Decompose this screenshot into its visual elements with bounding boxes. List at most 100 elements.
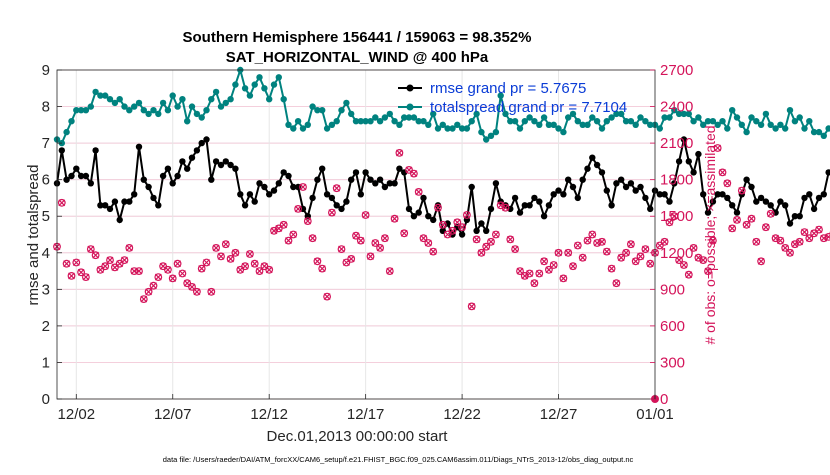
obs-possible-point xyxy=(641,245,650,254)
obs-assimilated-point xyxy=(386,267,394,275)
plot-layer xyxy=(53,66,830,403)
series-point-0 xyxy=(733,209,741,216)
obs-assimilated-point xyxy=(690,244,698,252)
obs-possible-point xyxy=(477,248,486,257)
obs-possible-point xyxy=(680,261,688,269)
obs-assimilated-point xyxy=(87,245,95,253)
obs-possible-point xyxy=(578,253,587,262)
obs-assimilated-point xyxy=(395,149,403,157)
obs-possible-point xyxy=(463,211,471,219)
series-point-1 xyxy=(280,96,287,103)
series-point-1 xyxy=(468,118,475,125)
obs-assimilated-point xyxy=(584,237,591,245)
series-point-1 xyxy=(704,118,712,125)
y-right-tick-label: 2100 xyxy=(660,135,693,152)
obs-assimilated-point xyxy=(656,242,664,249)
series-point-1 xyxy=(338,107,345,114)
obs-assimilated-point xyxy=(338,245,345,253)
series-point-1 xyxy=(478,128,485,136)
obs-possible-point xyxy=(660,237,669,246)
obs-possible-point xyxy=(356,236,365,245)
obs-assimilated-point xyxy=(603,248,611,256)
obs-possible-point xyxy=(675,256,683,265)
series-point-1 xyxy=(719,118,726,125)
obs-assimilated-point xyxy=(121,256,128,264)
obs-assimilated-point xyxy=(506,235,514,243)
series-point-0 xyxy=(680,136,688,143)
series-point-0 xyxy=(217,161,225,169)
obs-possible-point xyxy=(106,256,114,265)
obs-possible-point xyxy=(564,248,573,257)
obs-possible-point xyxy=(684,270,693,279)
series-point-0 xyxy=(430,216,437,224)
y-tick-label: 0 xyxy=(42,391,50,408)
series-point-0 xyxy=(555,187,562,194)
obs-assimilated-point xyxy=(236,266,244,274)
obs-possible-point xyxy=(221,240,230,249)
series-point-0 xyxy=(782,202,789,209)
series-point-0 xyxy=(372,180,379,187)
series-point-0 xyxy=(473,227,480,234)
series-point-1 xyxy=(68,118,75,125)
series-point-1 xyxy=(372,114,379,121)
y-right-tick-label: 2700 xyxy=(660,62,693,79)
series-point-0 xyxy=(212,158,220,165)
series-point-1 xyxy=(521,118,528,125)
obs-assimilated-point xyxy=(309,234,317,242)
obs-assimilated-point xyxy=(593,239,601,247)
series-point-0 xyxy=(690,169,697,176)
series-point-0 xyxy=(179,158,186,165)
obs-possible-point xyxy=(299,183,307,191)
series-point-1 xyxy=(526,114,533,121)
legend-spread-label: totalspread grand pr = 7.7104 xyxy=(430,99,627,116)
series-point-0 xyxy=(333,202,340,209)
series-point-0 xyxy=(584,165,591,172)
series-point-1 xyxy=(102,92,109,99)
series-point-1 xyxy=(386,110,393,118)
series-point-0 xyxy=(762,198,770,205)
series-point-0 xyxy=(203,136,210,143)
obs-possible-point xyxy=(434,203,442,212)
series-point-1 xyxy=(82,107,90,114)
footer-data-file: data file: /Users/raeder/DAI/ATM_forcXX/… xyxy=(163,455,634,464)
obs-assimilated-point xyxy=(463,211,471,219)
obs-possible-point xyxy=(265,265,274,274)
series-point-1 xyxy=(709,118,717,125)
obs-possible-point xyxy=(535,269,544,278)
obs-assimilated-point xyxy=(381,234,389,242)
series-point-0 xyxy=(145,183,152,191)
series-point-1 xyxy=(661,114,668,121)
series-point-1 xyxy=(208,96,215,103)
series-point-1 xyxy=(733,114,741,121)
series-point-1 xyxy=(593,118,601,125)
series-point-1 xyxy=(241,85,249,92)
series-point-1 xyxy=(622,118,630,125)
series-point-0 xyxy=(810,205,818,213)
obs-possible-point xyxy=(154,273,163,282)
obs-possible-point xyxy=(207,287,216,296)
obs-assimilated-point xyxy=(96,266,104,274)
series-point-0 xyxy=(536,198,543,205)
series-point-0 xyxy=(184,165,191,172)
series-point-1 xyxy=(106,96,114,103)
series-point-0 xyxy=(796,213,803,220)
series-point-0 xyxy=(425,213,432,220)
series-point-1 xyxy=(420,118,427,125)
series-point-1 xyxy=(815,128,823,136)
series-point-0 xyxy=(97,202,104,209)
obs-assimilated-point xyxy=(178,270,186,277)
obs-possible-point xyxy=(718,168,727,177)
series-point-0 xyxy=(627,180,635,187)
series-point-0 xyxy=(526,202,533,209)
obs-possible-point xyxy=(704,267,712,276)
series-point-1 xyxy=(256,74,263,81)
series-point-1 xyxy=(294,118,302,125)
series-point-0 xyxy=(632,187,639,194)
series-point-1 xyxy=(791,118,799,125)
obs-assimilated-point xyxy=(217,252,225,260)
series-point-1 xyxy=(212,88,220,96)
obs-possible-point xyxy=(202,258,211,267)
series-point-0 xyxy=(256,180,263,187)
series-point-1 xyxy=(772,125,779,132)
obs-assimilated-point xyxy=(159,262,167,270)
